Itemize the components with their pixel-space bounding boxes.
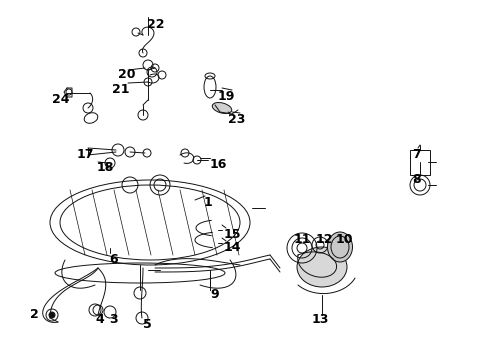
Ellipse shape	[327, 232, 352, 262]
Text: 14: 14	[224, 241, 242, 254]
Text: 6: 6	[109, 253, 118, 266]
Ellipse shape	[212, 103, 232, 113]
Text: 20: 20	[118, 68, 136, 81]
Text: 19: 19	[218, 90, 235, 103]
Text: 12: 12	[316, 233, 334, 246]
Text: 24: 24	[52, 93, 70, 106]
Text: 11: 11	[294, 233, 312, 246]
Ellipse shape	[297, 247, 347, 287]
Text: 9: 9	[210, 288, 219, 301]
Text: 3: 3	[109, 313, 118, 326]
Text: 4: 4	[95, 313, 104, 326]
Text: 1: 1	[204, 196, 213, 209]
Text: 18: 18	[97, 161, 114, 174]
Circle shape	[49, 312, 55, 318]
Text: 15: 15	[224, 228, 242, 241]
Text: 5: 5	[143, 318, 152, 331]
Text: 7: 7	[412, 148, 421, 161]
Text: 13: 13	[312, 313, 329, 326]
Text: 23: 23	[228, 113, 245, 126]
Text: 16: 16	[210, 158, 227, 171]
Text: 2: 2	[30, 308, 39, 321]
Bar	[410, 150, 430, 175]
Text: 10: 10	[336, 233, 353, 246]
Text: 8: 8	[412, 173, 420, 186]
Text: 21: 21	[112, 83, 129, 96]
Text: 22: 22	[147, 18, 165, 31]
Text: 17: 17	[77, 148, 95, 161]
